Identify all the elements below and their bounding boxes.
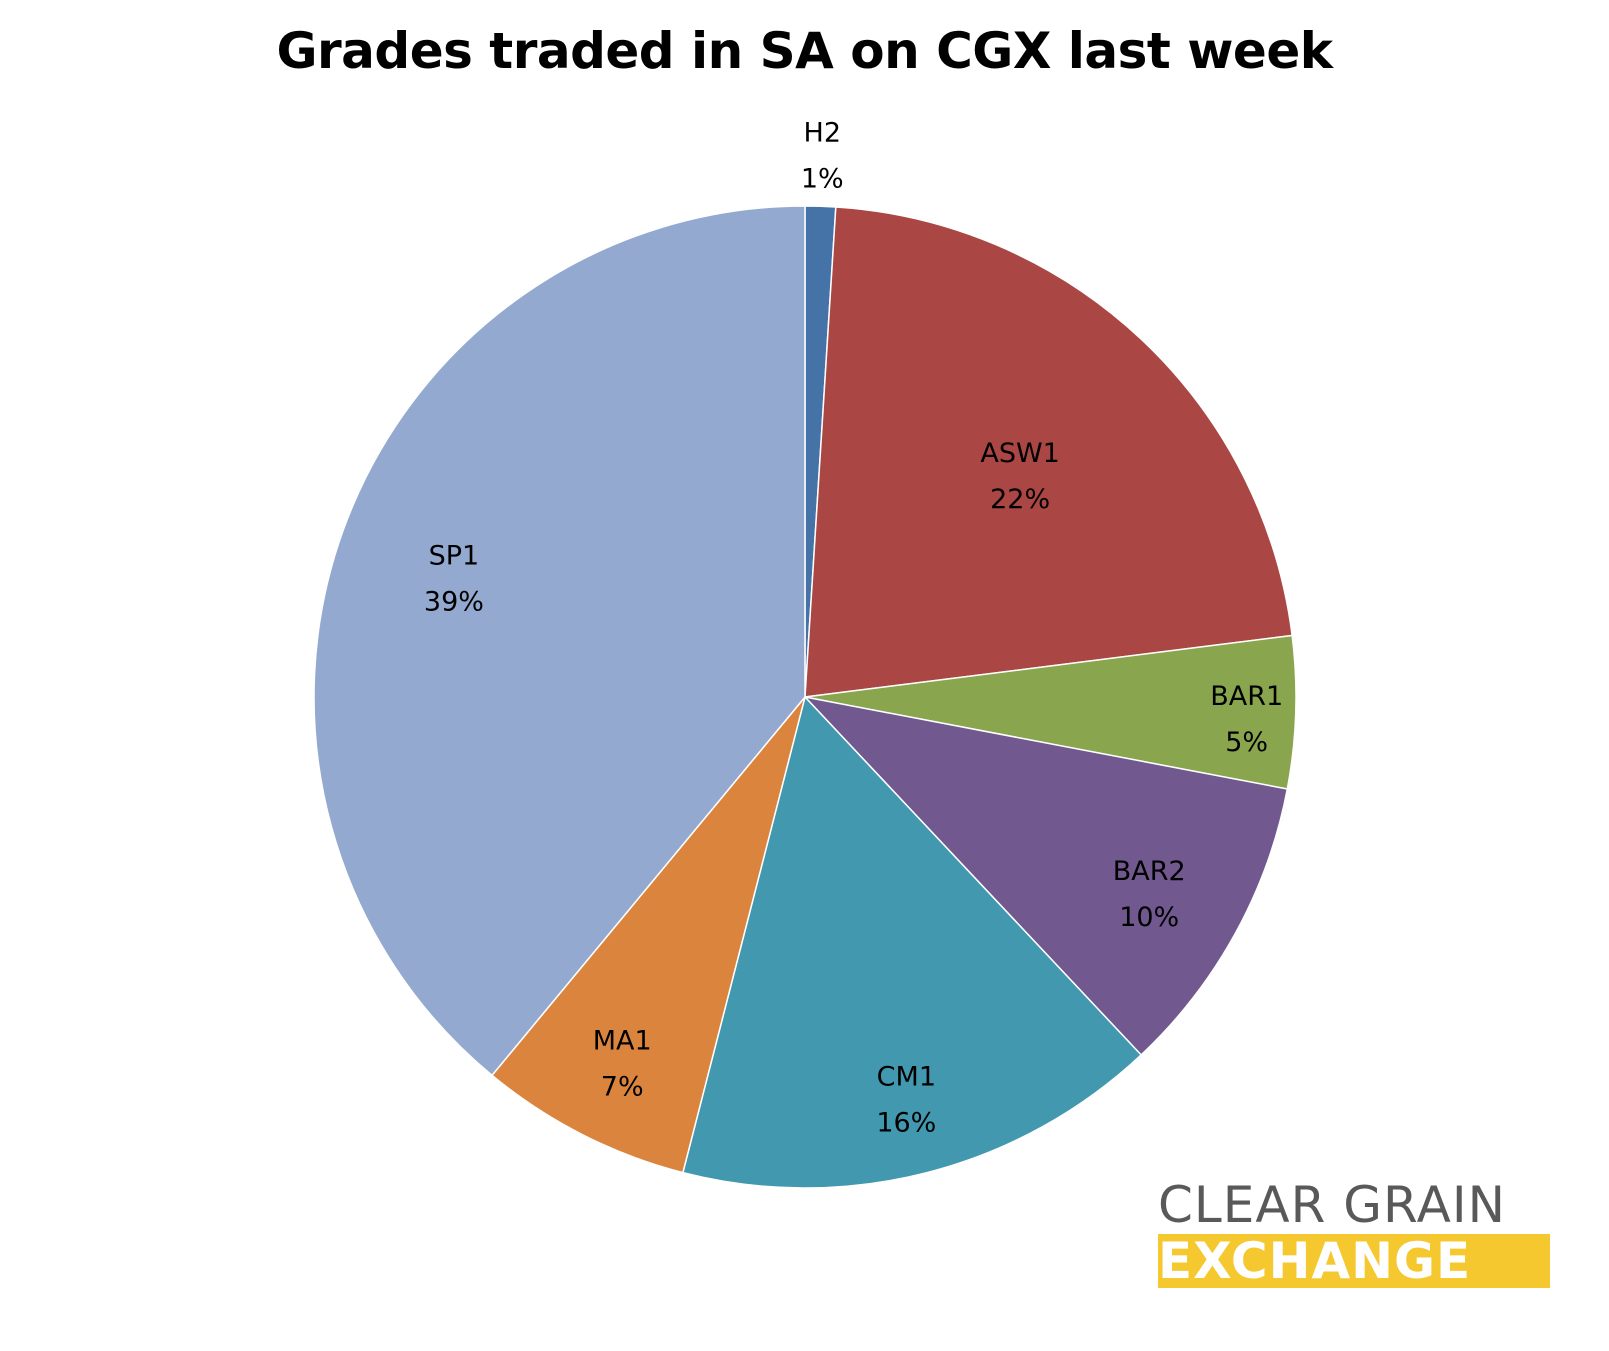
slice-value-h2: 1% bbox=[801, 163, 844, 194]
slice-label-ma1: MA1 bbox=[593, 1026, 652, 1057]
pie-labels: H2 1% ASW1 22% BAR1 5% BAR2 10% CM1 16% MA1 7% SP1 39… bbox=[424, 117, 1283, 1138]
slice-label-h2: H2 bbox=[804, 117, 841, 148]
pie-slice-asw1 bbox=[804, 206, 1293, 698]
slice-value-asw1: 22% bbox=[990, 484, 1050, 515]
slice-value-ma1: 7% bbox=[601, 1072, 644, 1103]
pie-slice-sp1 bbox=[313, 205, 806, 1077]
chart-title: Grades traded in SA on CGX last week bbox=[276, 22, 1333, 80]
slice-value-sp1: 39% bbox=[424, 587, 484, 618]
slice-label-sp1: SP1 bbox=[429, 541, 480, 572]
pie-slice-cm1 bbox=[681, 695, 1143, 1189]
pie-slice-ma1 bbox=[490, 696, 806, 1174]
slice-value-cm1: 16% bbox=[876, 1108, 936, 1139]
pie-slice-bar1 bbox=[804, 634, 1297, 790]
slice-label-cm1: CM1 bbox=[877, 1062, 936, 1093]
logo-line-1: CLEAR GRAIN bbox=[1158, 1176, 1507, 1234]
pie-slices bbox=[313, 205, 1297, 1189]
logo-line-2: EXCHANGE bbox=[1158, 1234, 1550, 1288]
slice-value-bar2: 10% bbox=[1119, 902, 1179, 933]
slice-value-bar1: 5% bbox=[1225, 727, 1268, 758]
slice-label-asw1: ASW1 bbox=[980, 438, 1059, 469]
clear-grain-exchange-logo: CLEAR GRAIN EXCHANGE bbox=[1158, 1178, 1550, 1288]
slice-label-bar2: BAR2 bbox=[1113, 856, 1186, 887]
pie-slice-bar2 bbox=[802, 695, 1289, 1056]
slice-label-bar1: BAR1 bbox=[1210, 681, 1283, 712]
